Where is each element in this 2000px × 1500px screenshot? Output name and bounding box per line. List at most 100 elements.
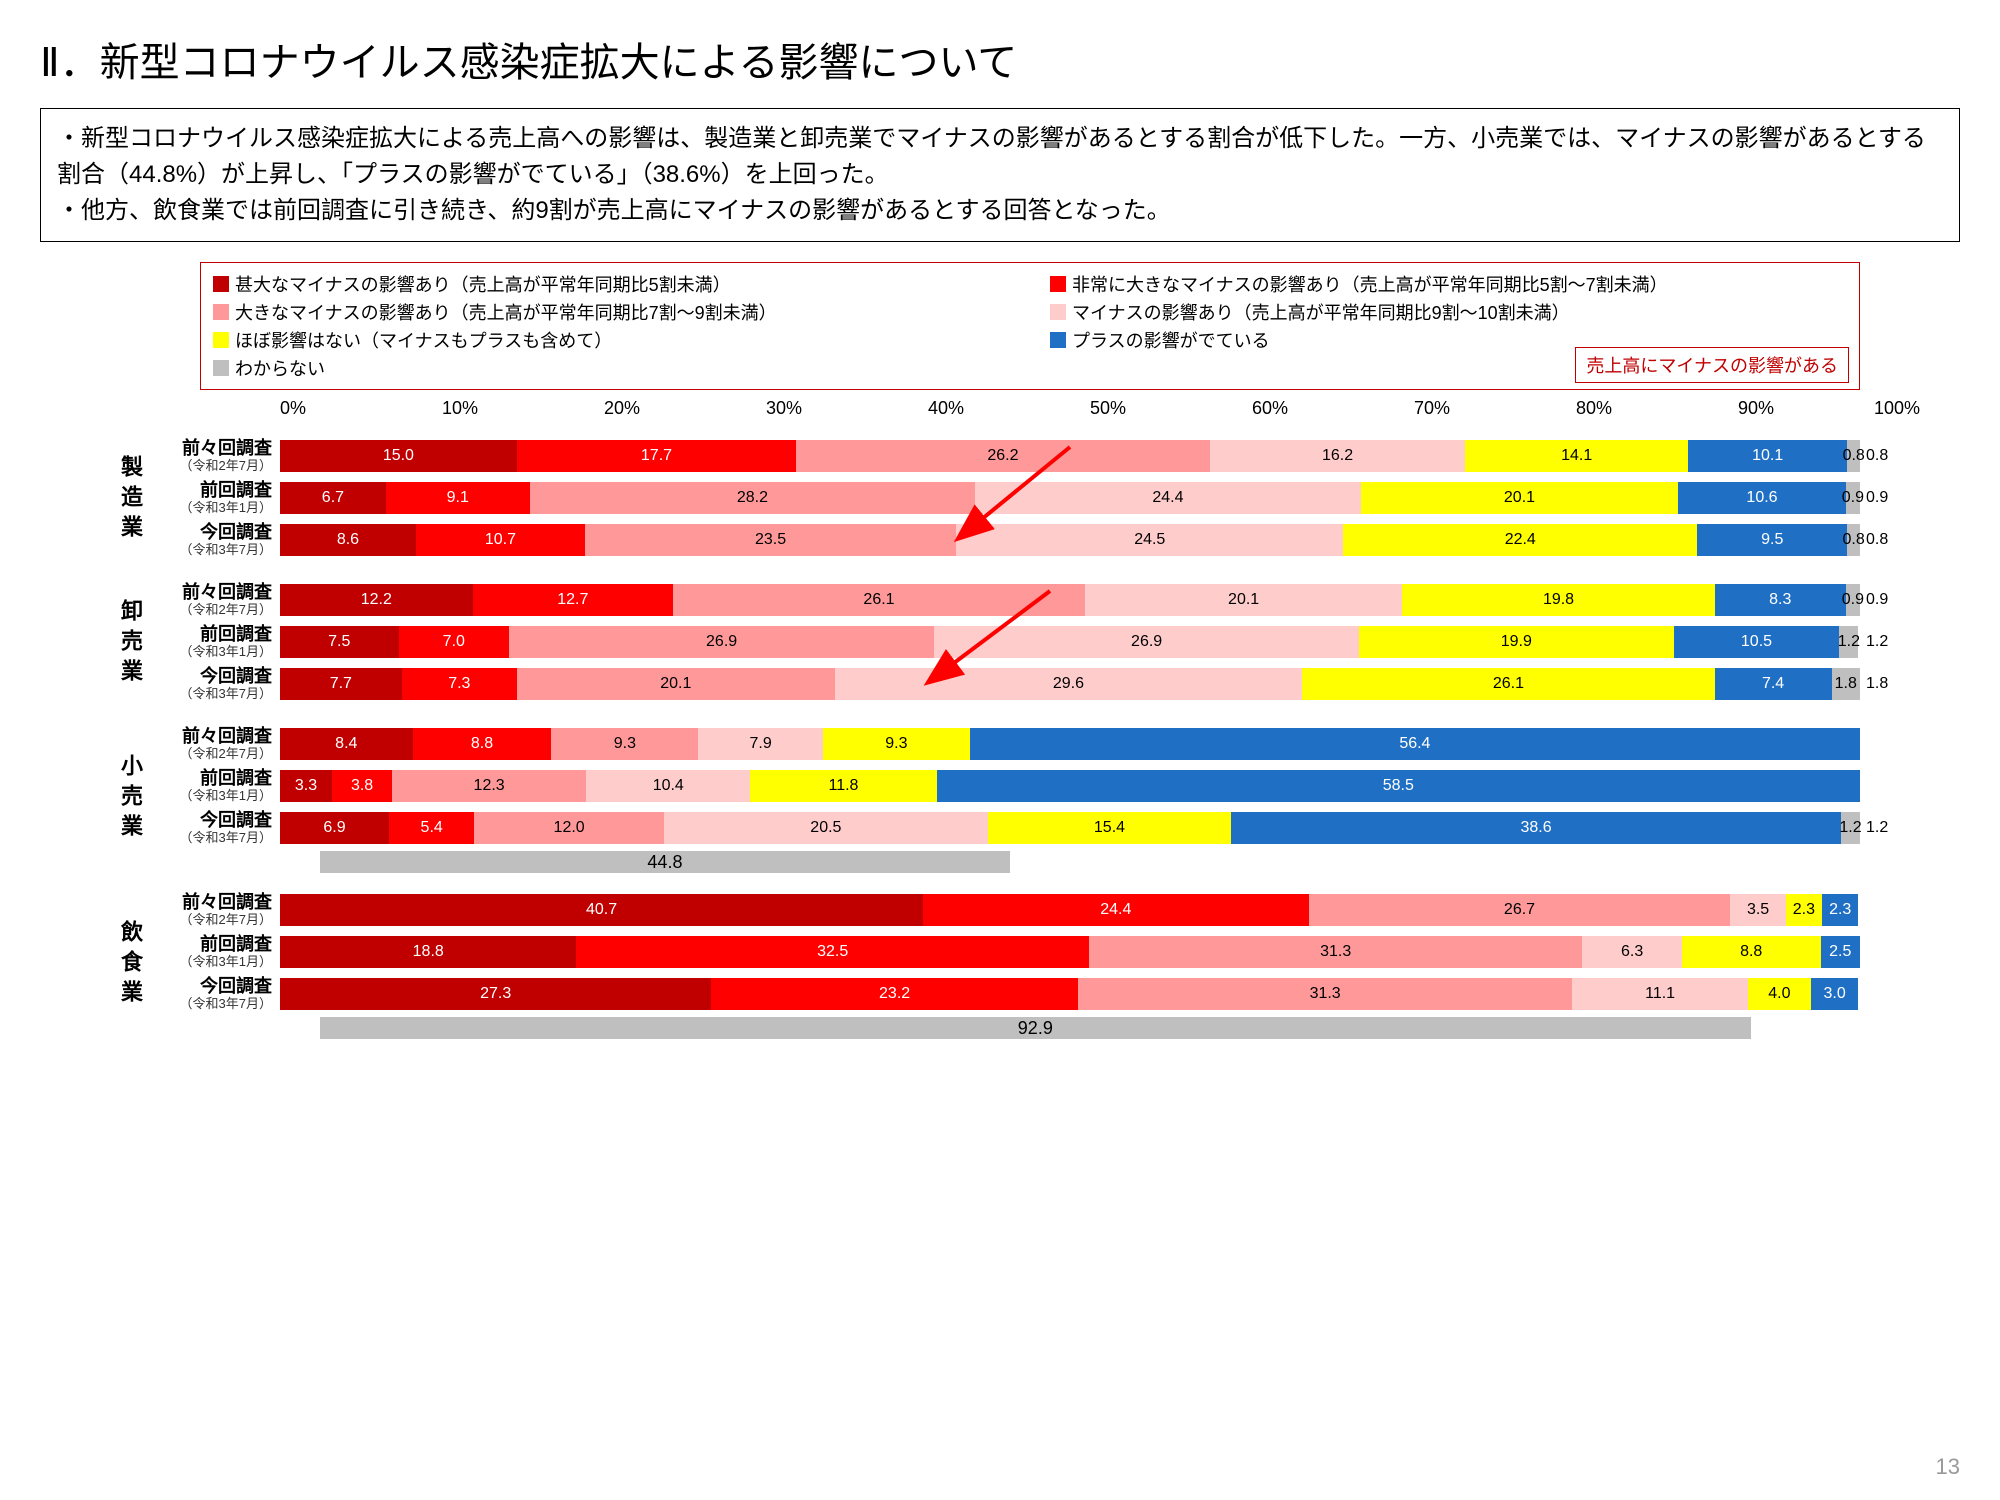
legend-callout: 売上高にマイナスの影響がある [1575, 347, 1849, 383]
row-label-3-0: 前々回調査 [150, 893, 272, 913]
seg-2-1-3: 10.4 [586, 770, 750, 802]
bar-track-3-1: 18.832.531.36.38.82.5 [280, 936, 1860, 968]
seg-0-2-5: 9.5 [1697, 524, 1847, 556]
seg-1-2-1: 7.3 [402, 668, 517, 700]
seg-0-1-6: 0.9 [1846, 482, 1860, 514]
seg-3-1-0: 18.8 [280, 936, 576, 968]
seg-0-0-2: 26.2 [796, 440, 1210, 472]
seg-0-1-2: 28.2 [530, 482, 976, 514]
bar-track-2-1: 3.33.812.310.411.858.5 [280, 770, 1860, 802]
axis-tick-6: 60% [1252, 398, 1414, 419]
seg-0-1-3: 24.4 [975, 482, 1361, 514]
bar-track-2-2: 6.95.412.020.515.438.61.2 [280, 812, 1860, 844]
row-sublabel-0-0: （令和2年7月） [150, 459, 272, 473]
row-sublabel-1-1: （令和3年1月） [150, 645, 272, 659]
row-label-0-0: 前々回調査 [150, 439, 272, 459]
axis-tick-3: 30% [766, 398, 928, 419]
seg-1-2-4: 26.1 [1302, 668, 1714, 700]
group-3: 飲食業前々回調査（令和2年7月） 40.724.426.73.52.32.3 前回調… [110, 891, 1900, 1039]
seg-3-0-5: 2.3 [1822, 894, 1858, 926]
bar-track-0-0: 15.017.726.216.214.110.10.8 [280, 440, 1860, 472]
legend-swatch-6 [213, 360, 229, 376]
seg-2-0-2: 9.3 [551, 728, 698, 760]
summary-line-1: ・新型コロナウイルス感染症拡大による売上高への影響は、製造業と卸売業でマイナスの… [57, 121, 1943, 193]
seg-3-2-0: 27.3 [280, 978, 711, 1010]
row-sublabel-1-2: （令和3年7月） [150, 687, 272, 701]
seg-0-1-5: 10.6 [1678, 482, 1845, 514]
seg-1-2-6: 1.8 [1832, 668, 1860, 700]
seg-1-1-2: 26.9 [509, 626, 934, 658]
trail-0-2: 0.8 [1860, 531, 1900, 549]
legend-swatch-4 [213, 332, 229, 348]
axis-tick-0: 0% [280, 398, 442, 419]
group-label-3: 飲食業 [110, 891, 150, 1039]
seg-3-0-2: 26.7 [1309, 894, 1731, 926]
seg-1-1-1: 7.0 [399, 626, 510, 658]
legend-item-3: マイナスの影響あり（売上高が平常年同期比9割～10割未満） [1050, 299, 1847, 325]
legend-item-6: わからない [213, 355, 1010, 381]
seg-2-0-0: 8.4 [280, 728, 413, 760]
seg-2-2-0: 6.9 [280, 812, 389, 844]
legend-swatch-2 [213, 304, 229, 320]
seg-1-0-3: 20.1 [1085, 584, 1402, 616]
seg-2-2-3: 20.5 [664, 812, 988, 844]
annotation-bar-3: 92.9 [320, 1017, 1751, 1039]
row-sublabel-0-1: （令和3年1月） [150, 501, 272, 515]
summary-box: ・新型コロナウイルス感染症拡大による売上高への影響は、製造業と卸売業でマイナスの… [40, 108, 1960, 242]
bar-row-2-1: 前回調査（令和3年1月）3.33.812.310.411.858.5 [150, 767, 1900, 805]
legend-item-4: ほぼ影響はない（マイナスもプラスも含めて） [213, 327, 1010, 353]
row-sublabel-2-0: （令和2年7月） [150, 747, 272, 761]
axis-tick-4: 40% [928, 398, 1090, 419]
seg-3-2-3: 11.1 [1572, 978, 1747, 1010]
seg-2-2-5: 38.6 [1231, 812, 1841, 844]
seg-0-2-0: 8.6 [280, 524, 416, 556]
seg-1-2-3: 29.6 [835, 668, 1303, 700]
legend-label-4: ほぼ影響はない（マイナスもプラスも含めて） [235, 327, 612, 353]
legend-box: 甚大なマイナスの影響あり（売上高が平常年同期比5割未満）非常に大きなマイナスの影… [200, 262, 1860, 390]
bar-track-3-0: 40.724.426.73.52.32.3 [280, 894, 1860, 926]
seg-0-2-3: 24.5 [956, 524, 1343, 556]
x-axis: 0%10%20%30%40%50%60%70%80%90%100% [280, 398, 1900, 419]
axis-tick-2: 20% [604, 398, 766, 419]
bar-row-1-1: 前回調査（令和3年1月）7.57.026.926.919.910.51.21.2 [150, 623, 1900, 661]
trail-1-2: 1.8 [1860, 675, 1900, 693]
group-1: 卸売業前々回調査（令和2年7月）12.212.726.120.119.88.30… [110, 581, 1900, 707]
trail-1-1: 1.2 [1860, 633, 1900, 651]
bar-track-2-0: 8.48.89.37.99.356.4 [280, 728, 1860, 760]
seg-0-1-1: 9.1 [386, 482, 530, 514]
seg-2-0-1: 8.8 [413, 728, 552, 760]
seg-3-1-2: 31.3 [1089, 936, 1583, 968]
bar-row-3-0: 前々回調査（令和2年7月） 40.724.426.73.52.32.3 [150, 891, 1900, 929]
page-title: Ⅱ．新型コロナウイルス感染症拡大による影響について [40, 30, 1960, 88]
row-label-1-0: 前々回調査 [150, 583, 272, 603]
seg-3-2-5: 3.0 [1811, 978, 1858, 1010]
row-sublabel-2-2: （令和3年7月） [150, 831, 272, 845]
row-sublabel-3-0: （令和2年7月） [150, 913, 272, 927]
legend-label-2: 大きなマイナスの影響あり（売上高が平常年同期比7割～9割未満） [235, 299, 777, 325]
seg-3-2-4: 4.0 [1748, 978, 1811, 1010]
axis-tick-10: 100% [1874, 398, 1920, 419]
seg-3-1-3: 6.3 [1582, 936, 1681, 968]
seg-1-0-6: 0.9 [1846, 584, 1860, 616]
seg-2-1-1: 3.8 [332, 770, 392, 802]
seg-1-1-3: 26.9 [934, 626, 1359, 658]
bar-row-0-1: 前回調査（令和3年1月）6.79.128.224.420.110.60.90.9 [150, 479, 1900, 517]
seg-2-1-2: 12.3 [392, 770, 586, 802]
seg-2-2-4: 15.4 [988, 812, 1231, 844]
seg-3-2-2: 31.3 [1078, 978, 1573, 1010]
seg-2-0-3: 7.9 [698, 728, 823, 760]
seg-2-1-4: 11.8 [750, 770, 936, 802]
seg-2-2-2: 12.0 [474, 812, 664, 844]
row-label-3-1: 前回調査 [150, 935, 272, 955]
row-label-2-0: 前々回調査 [150, 727, 272, 747]
seg-2-1-0: 3.3 [280, 770, 332, 802]
seg-1-1-6: 1.2 [1839, 626, 1858, 658]
seg-1-0-1: 12.7 [473, 584, 673, 616]
trail-0-0: 0.8 [1860, 447, 1900, 465]
seg-3-0-0: 40.7 [280, 894, 923, 926]
legend-label-3: マイナスの影響あり（売上高が平常年同期比9割～10割未満） [1072, 299, 1570, 325]
axis-tick-1: 10% [442, 398, 604, 419]
seg-3-2-1: 23.2 [711, 978, 1078, 1010]
seg-1-1-0: 7.5 [280, 626, 399, 658]
bar-row-1-0: 前々回調査（令和2年7月）12.212.726.120.119.88.30.90… [150, 581, 1900, 619]
